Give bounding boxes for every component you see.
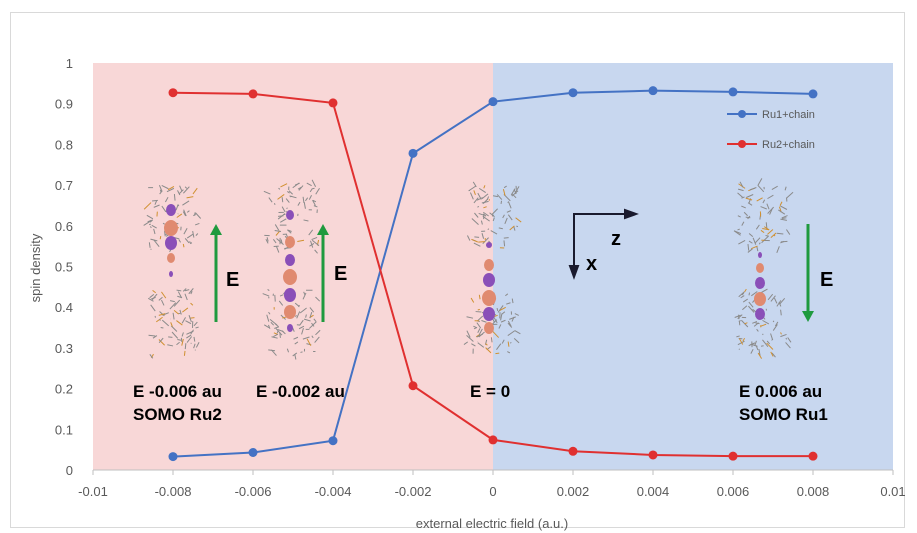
field-arrow-3: [802, 224, 814, 322]
legend-label-ru1: Ru1+chain: [762, 109, 815, 121]
field-arrow-2: [317, 224, 329, 322]
x-tick-label: 0.01: [880, 484, 905, 499]
data-point-ru2: [408, 381, 418, 391]
data-point-ru2: [168, 88, 178, 98]
y-tick-label: 0.9: [55, 97, 73, 112]
panel4-somo-label: SOMO Ru1: [739, 405, 828, 424]
legend-marker-ru2: [738, 140, 746, 148]
x-tick-label: 0.002: [557, 484, 590, 499]
x-axis-label: external electric field (a.u.): [416, 516, 568, 531]
panel1-field-label: E -0.006 au: [133, 382, 222, 401]
field-arrow-1: [210, 224, 222, 322]
data-point-ru2: [328, 98, 338, 108]
y-tick-label: 0.2: [55, 382, 73, 397]
y-tick-label: 1: [66, 56, 73, 71]
field-symbol-2: E: [334, 263, 347, 285]
data-point-ru2: [248, 89, 258, 99]
axes: -0.01 -0.008 -0.006 -0.004 -0.002 0 0.002 0.004…: [55, 56, 906, 499]
series-points: [168, 86, 818, 462]
data-point-ru1: [328, 436, 338, 446]
x-tick-label: -0.002: [395, 484, 432, 499]
field-arrows: [210, 224, 814, 322]
field-symbol-3: E: [820, 269, 833, 291]
data-point-ru1: [568, 88, 578, 98]
data-point-ru1: [808, 89, 818, 99]
data-point-ru1: [728, 87, 738, 97]
x-tick-label: 0: [489, 484, 496, 499]
data-point-ru1: [408, 148, 418, 158]
molecule-illustration-1: [143, 184, 202, 359]
y-tick-label: 0: [66, 463, 73, 478]
field-symbol-1: E: [226, 269, 239, 291]
data-point-ru1: [488, 97, 498, 107]
chart-frame: [10, 12, 905, 528]
region-negative-field: [93, 63, 493, 470]
background-regions: [93, 63, 893, 470]
legend-label-ru2: Ru2+chain: [762, 139, 815, 151]
x-tick-label: 0.004: [637, 484, 670, 499]
panel4-field-label: E 0.006 au: [739, 382, 822, 401]
data-point-ru1: [248, 447, 258, 457]
data-point-ru2: [728, 451, 738, 461]
molecule-illustration-3: [463, 181, 522, 355]
data-point-ru2: [808, 451, 818, 461]
y-tick-label: 0.4: [55, 300, 73, 315]
x-tick-label: -0.008: [155, 484, 192, 499]
y-tick-label: 0.8: [55, 137, 73, 152]
x-tick-label: -0.004: [315, 484, 352, 499]
legend-marker-ru1: [738, 110, 746, 118]
x-tick-label: -0.006: [235, 484, 272, 499]
molecule-illustration-4: [733, 178, 794, 359]
x-tick-label: 0.006: [717, 484, 750, 499]
coordinate-axes-icon: [568, 208, 639, 280]
data-point-ru1: [648, 86, 658, 96]
data-point-ru2: [488, 435, 498, 445]
y-tick-label: 0.6: [55, 219, 73, 234]
molecule-illustration-2: [262, 179, 321, 360]
panel3-field-label: E = 0: [470, 382, 510, 401]
legend: Ru1+chain Ru2+chain: [727, 109, 815, 151]
x-tick-label: -0.01: [78, 484, 108, 499]
y-axis-label: spin density: [28, 233, 43, 302]
region-positive-field: [493, 63, 893, 470]
y-tick-label: 0.3: [55, 341, 73, 356]
molecule-illustrations: [143, 178, 794, 360]
y-tick-label: 0.1: [55, 422, 73, 437]
y-tick-label: 0.7: [55, 178, 73, 193]
panel1-somo-label: SOMO Ru2: [133, 405, 222, 424]
data-point-ru2: [648, 450, 658, 460]
y-tick-label: 0.5: [55, 260, 73, 275]
axis-x-label: x: [586, 253, 597, 275]
panel2-field-label: E -0.002 au: [256, 382, 345, 401]
x-tick-label: 0.008: [797, 484, 830, 499]
axis-z-label: z: [611, 228, 621, 250]
data-point-ru1: [168, 452, 178, 462]
data-point-ru2: [568, 446, 578, 456]
